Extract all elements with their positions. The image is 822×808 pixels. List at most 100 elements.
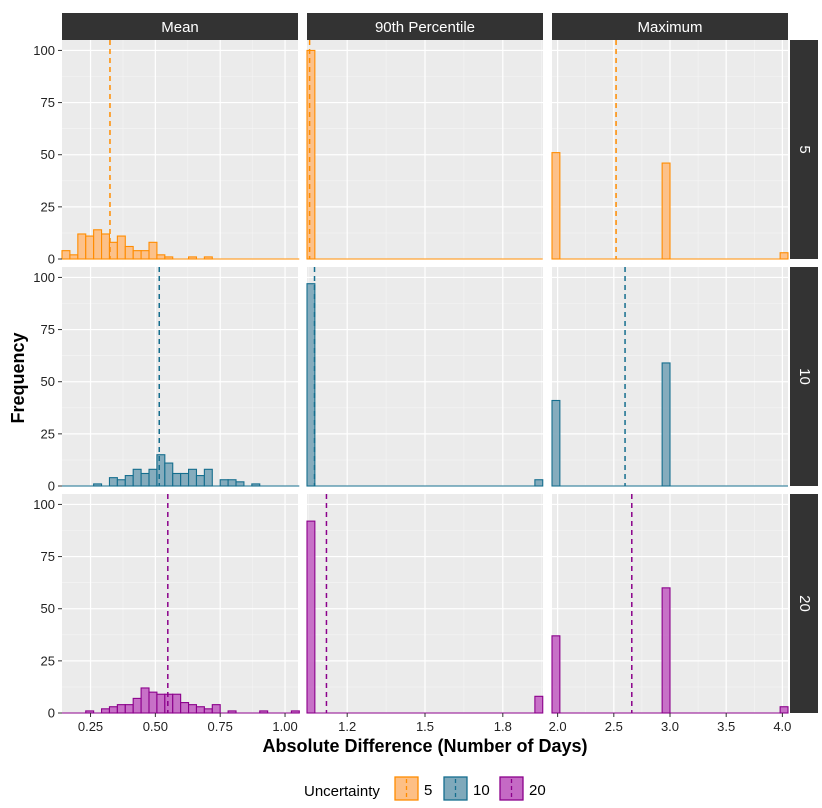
y-tick-label: 50 xyxy=(41,374,55,389)
strip-90th-percentile xyxy=(307,13,543,40)
histogram-bar xyxy=(85,235,95,260)
histogram-bar xyxy=(227,479,237,487)
y-tick-label: 50 xyxy=(41,147,55,162)
y-tick-label: 75 xyxy=(41,549,55,564)
strip-label-row-20: 20 xyxy=(796,595,813,612)
strip-maximum xyxy=(552,13,788,40)
histogram-bar xyxy=(116,235,126,260)
histogram-bar xyxy=(259,710,269,714)
legend-label-5: 5 xyxy=(424,782,432,799)
panel-maximum-5 xyxy=(551,40,789,260)
y-tick-label: 25 xyxy=(41,199,55,214)
y-tick-label: 50 xyxy=(41,601,55,616)
strip-label-row-5: 5 xyxy=(796,145,813,153)
histogram-bar xyxy=(108,706,118,714)
histogram-bar xyxy=(108,477,118,487)
strip-row-5 xyxy=(790,40,818,259)
strip-label-90th-percentile: 90th Percentile xyxy=(375,19,475,36)
histogram-bar xyxy=(203,708,213,714)
x-tick-label: 4.0 xyxy=(773,719,791,734)
histogram-bar xyxy=(779,252,789,260)
histogram-bar xyxy=(188,256,198,260)
histogram-bar xyxy=(251,483,261,487)
histogram-bar xyxy=(172,693,182,714)
histogram-bar xyxy=(140,250,150,260)
y-tick-label: 100 xyxy=(33,43,55,58)
histogram-bar xyxy=(116,479,126,487)
legend-label-10: 10 xyxy=(473,782,490,799)
y-axis-group: 0 25 50 75 100 0 25 50 75 100 0 25 50 75 100 xyxy=(33,43,62,721)
panel-maximum-10 xyxy=(551,267,788,487)
histogram-bar xyxy=(172,472,182,487)
histogram-bar xyxy=(290,710,300,714)
histogram-bar xyxy=(534,479,544,487)
histogram-bar xyxy=(534,695,544,714)
x-tick-label: 0.25 xyxy=(78,719,103,734)
panel-90th-percentile-20 xyxy=(306,494,544,714)
histogram-bar xyxy=(124,475,134,487)
histogram-bar xyxy=(100,708,111,714)
histogram-bar xyxy=(132,250,142,260)
histogram-bar xyxy=(551,635,561,714)
panel-mean-5 xyxy=(61,40,300,260)
strip-label-maximum: Maximum xyxy=(637,19,702,36)
x-tick-label: 1.2 xyxy=(338,719,356,734)
panel-bg xyxy=(62,40,298,259)
y-tick-label: 75 xyxy=(41,95,55,110)
panel-bg xyxy=(62,494,298,713)
y-tick-label: 100 xyxy=(33,497,55,512)
x-tick-label: 2.0 xyxy=(549,719,567,734)
strip-label-mean: Mean xyxy=(161,19,199,36)
x-tick-label: 1.00 xyxy=(272,719,297,734)
histogram-bar xyxy=(85,710,95,714)
strip-label-row-10: 10 xyxy=(796,368,813,385)
panels-group xyxy=(61,40,789,714)
histogram-bar xyxy=(195,706,205,714)
histogram-bar xyxy=(306,283,316,487)
histogram-bar xyxy=(156,693,166,714)
histogram-bar xyxy=(132,468,142,487)
y-tick-label: 25 xyxy=(41,653,55,668)
y-tick-label: 0 xyxy=(48,706,55,721)
histogram-bar xyxy=(661,162,671,260)
strip-row-20 xyxy=(790,494,818,713)
panel-bg xyxy=(62,267,298,486)
x-tick-label: 3.5 xyxy=(717,719,735,734)
histogram-bar xyxy=(203,468,213,487)
legend: Uncertainty 5 10 20 xyxy=(304,776,546,801)
x-tick-label: 0.50 xyxy=(143,719,168,734)
histogram-bar xyxy=(124,704,134,714)
x-tick-label: 0.75 xyxy=(208,719,233,734)
histogram-bar xyxy=(227,710,237,714)
histogram-bar xyxy=(164,693,174,714)
legend-label-20: 20 xyxy=(529,782,546,799)
x-tick-label: 1.5 xyxy=(416,719,434,734)
histogram-bar xyxy=(180,702,190,714)
y-tick-label: 25 xyxy=(41,426,55,441)
x-axis-group: 0.25 0.50 0.75 1.00 1.2 1.5 1.8 2.0 2.5 3.0 3.5 4.0 xyxy=(78,713,791,734)
histogram-bar xyxy=(124,245,134,260)
histogram-bar xyxy=(235,481,245,487)
histogram-bar xyxy=(180,472,190,487)
histogram-bar xyxy=(164,462,174,487)
histogram-bar xyxy=(93,483,103,487)
histogram-bar xyxy=(164,256,174,260)
histogram-bar xyxy=(77,233,87,260)
histogram-bar xyxy=(100,233,111,260)
legend-title: Uncertainty xyxy=(304,783,380,800)
y-tick-label: 0 xyxy=(48,252,55,267)
x-tick-label: 1.8 xyxy=(494,719,512,734)
histogram-bar xyxy=(140,687,150,714)
histogram-bar xyxy=(93,229,103,260)
histogram-bar xyxy=(188,704,198,714)
histogram-bar xyxy=(156,454,166,487)
histogram-bar xyxy=(551,152,561,260)
histogram-bar xyxy=(219,479,229,487)
histogram-bar xyxy=(116,704,126,714)
histogram-bar xyxy=(148,241,158,260)
y-tick-label: 75 xyxy=(41,322,55,337)
panel-90th-percentile-10 xyxy=(306,267,544,487)
strip-labels-group: Mean 90th Percentile Maximum 5 10 20 xyxy=(62,13,818,713)
histogram-bar xyxy=(661,587,671,714)
strip-mean xyxy=(62,13,298,40)
